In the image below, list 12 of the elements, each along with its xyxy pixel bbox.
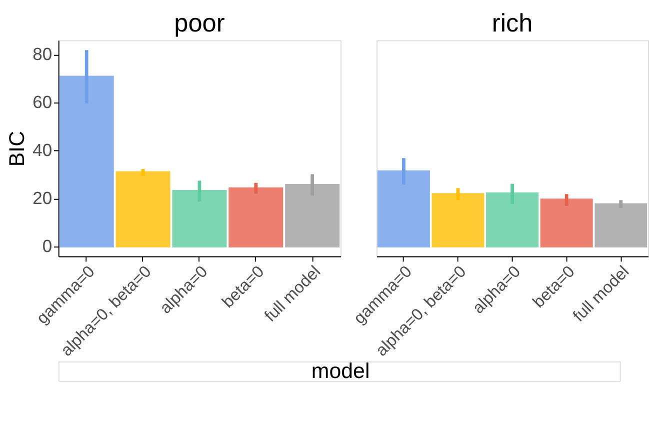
y-tick-label: 0: [42, 236, 52, 256]
y-tick-label: 60: [32, 92, 52, 112]
y-tick-label: 20: [32, 188, 52, 208]
bar: [228, 187, 284, 248]
y-axis-title: BIC: [4, 130, 29, 167]
chart-title: poor: [174, 10, 225, 38]
y-tick-label: 40: [32, 140, 52, 160]
chart-title: rich: [492, 10, 533, 38]
bar: [116, 171, 170, 248]
bar: [594, 203, 648, 248]
x-axis-title: model: [311, 358, 370, 383]
y-tick-label: 80: [32, 44, 52, 64]
